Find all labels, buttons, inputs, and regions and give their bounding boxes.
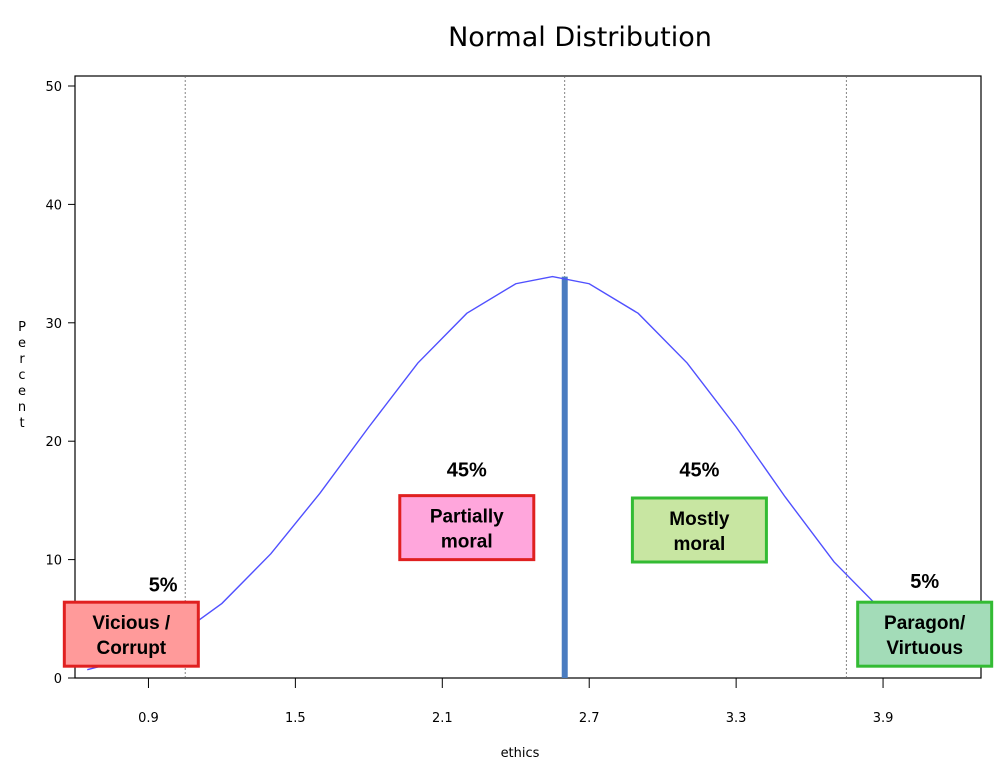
region-label-text: Partially — [430, 507, 504, 528]
region-label: Paragon/Virtuous 5% — [856, 571, 994, 668]
cutoff-lines — [184, 76, 847, 678]
y-tick-label: 40 — [45, 198, 62, 213]
region-label: Partially moral 45% — [398, 460, 536, 562]
region-percent: 45% — [679, 460, 719, 482]
distribution-curve — [87, 275, 969, 671]
region-label-text: Vicious / — [92, 613, 171, 634]
x-tick-label: 3.3 — [726, 711, 747, 726]
region-label: Mostly moral 45% — [630, 460, 768, 564]
region-box — [630, 496, 768, 564]
y-tick-label: 20 — [45, 435, 62, 450]
y-axis-label-letter: t — [19, 416, 24, 431]
region-label-text: Corrupt — [96, 638, 166, 659]
x-axis-label: ethics — [501, 746, 540, 761]
y-axis-label-letter: e — [18, 336, 26, 351]
region-label-text: Paragon/ — [884, 613, 966, 634]
region-label-text: moral — [441, 532, 493, 553]
region-percent: 45% — [447, 460, 487, 482]
x-axis: 0.9 1.5 2.1 2.7 3.3 3.9 — [138, 678, 893, 726]
region-label-text: Mostly — [669, 509, 730, 530]
region-box — [398, 494, 536, 562]
region-label-text: Virtuous — [886, 638, 963, 659]
y-tick-label: 50 — [45, 80, 62, 95]
region-label: Vicious / Corrupt 5% — [62, 575, 200, 668]
region-box — [62, 600, 200, 668]
region-labels: Vicious /Corrupt5%Partiallymoral45%Mostl… — [62, 460, 994, 668]
y-tick-label: 10 — [45, 554, 62, 569]
x-tick-label: 3.9 — [873, 711, 894, 726]
y-axis-label-letter: e — [18, 384, 26, 399]
x-tick-label: 2.7 — [579, 711, 600, 726]
y-tick-label: 0 — [54, 672, 62, 687]
curve-layer — [87, 275, 969, 678]
y-axis-label-letter: r — [19, 352, 25, 367]
y-axis-label-letter: P — [18, 320, 26, 335]
region-percent: 5% — [910, 571, 939, 593]
x-tick-label: 0.9 — [138, 711, 159, 726]
region-percent: 5% — [149, 575, 178, 597]
region-label-text: moral — [674, 534, 726, 555]
y-tick-label: 30 — [45, 317, 62, 332]
y-axis-label-letter: n — [18, 400, 26, 415]
y-axis-label-letter: c — [18, 368, 25, 383]
y-axis: 0 10 20 30 40 50 — [45, 80, 75, 687]
x-tick-label: 1.5 — [285, 711, 306, 726]
chart-title: Normal Distribution — [448, 22, 712, 53]
region-box — [856, 600, 994, 668]
plot-frame — [74, 75, 982, 679]
x-tick-label: 2.1 — [432, 711, 453, 726]
